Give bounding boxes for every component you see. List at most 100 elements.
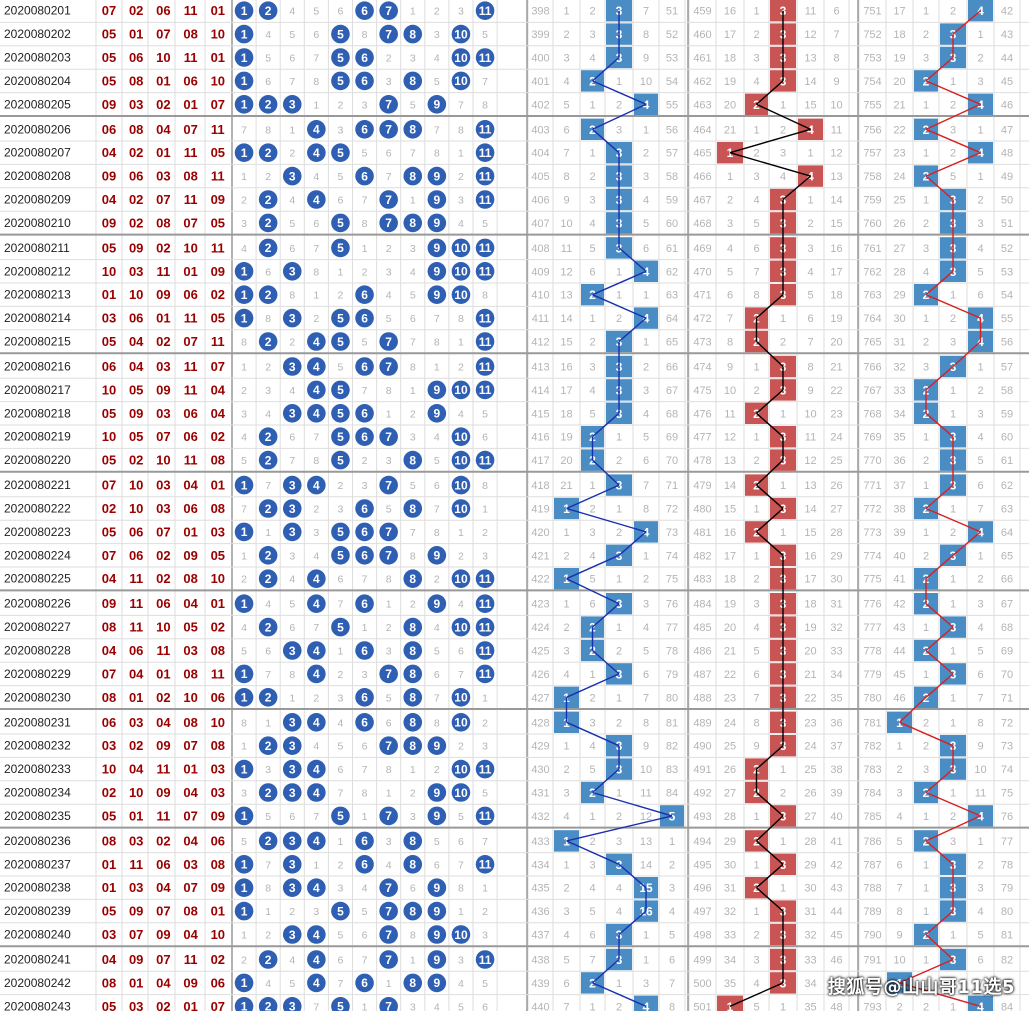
ball-label: 2	[265, 572, 272, 586]
ball-label: 1	[241, 809, 248, 823]
number-ball	[282, 404, 302, 423]
number-ball	[427, 285, 447, 305]
miss-count: 8	[434, 527, 440, 539]
miss-value: 6	[589, 266, 595, 278]
trend-line	[952, 340, 981, 368]
draw-number: 02	[129, 145, 143, 160]
miss-count: 4	[265, 599, 271, 611]
number-ball	[403, 641, 423, 660]
ball-label: 9	[434, 216, 441, 230]
number-ball	[403, 617, 423, 637]
draw-number: 06	[156, 3, 170, 18]
miss-value: 4	[669, 906, 675, 918]
number-ball	[451, 450, 471, 470]
draw-number: 02	[156, 690, 170, 705]
issue-number: 2020080230	[4, 690, 71, 704]
trend-line	[925, 128, 981, 154]
miss-value: 1	[923, 313, 929, 325]
miss-value: 3	[563, 906, 569, 918]
number-ball	[282, 855, 302, 874]
miss-count: 6	[410, 883, 416, 895]
trend-line	[952, 531, 981, 556]
miss-count: 3	[386, 266, 392, 278]
number-ball	[427, 213, 447, 233]
issue-number: 2020080243	[4, 999, 71, 1011]
draw-number: 05	[102, 453, 116, 468]
miss-value: 470	[693, 266, 711, 278]
miss-count: 7	[265, 669, 271, 681]
ball-label: 1	[241, 478, 248, 492]
miss-value: 400	[531, 53, 549, 65]
miss-count: 2	[265, 930, 271, 942]
number-ball	[282, 641, 302, 660]
miss-value: 9	[896, 930, 902, 942]
ball-label: 10	[454, 265, 468, 279]
ball-label: 11	[479, 146, 492, 160]
miss-count: 8	[458, 313, 464, 325]
miss-count: 4	[313, 550, 319, 562]
number-ball	[258, 285, 278, 305]
number-ball	[403, 569, 423, 588]
draw-number: 01	[183, 264, 197, 279]
miss-value: 3	[563, 646, 569, 658]
miss-value: 6	[563, 978, 569, 990]
miss-value: 3	[780, 148, 786, 160]
miss-value: 482	[693, 550, 711, 562]
miss-value: 46	[830, 955, 842, 967]
ball-label: 9	[434, 98, 441, 112]
miss-value: 1	[589, 669, 595, 681]
miss-count: 2	[458, 362, 464, 374]
miss-value: 24	[830, 432, 842, 444]
ball-label: 5	[337, 453, 344, 467]
miss-value: 18	[830, 290, 842, 302]
miss-count: 6	[313, 29, 319, 41]
miss-value: 4	[563, 930, 569, 942]
trend-line	[899, 696, 927, 723]
number-ball	[258, 831, 278, 851]
miss-value: 757	[863, 148, 881, 160]
draw-number: 02	[156, 571, 170, 586]
number-ball	[475, 357, 495, 376]
miss-value: 428	[531, 717, 549, 729]
miss-value: 23	[804, 717, 816, 729]
miss-value: 2	[616, 527, 622, 539]
miss-value: 439	[531, 978, 549, 990]
miss-value: 20	[724, 622, 736, 634]
miss-count: 6	[338, 574, 344, 586]
miss-value: 11	[805, 6, 816, 18]
miss-value: 1	[896, 741, 902, 753]
number-ball	[355, 855, 374, 874]
miss-value: 15	[560, 337, 572, 349]
miss-value: 1	[616, 574, 622, 586]
number-ball	[475, 190, 495, 209]
trend-line	[925, 649, 954, 675]
draw-number: 01	[211, 478, 225, 493]
draw-number: 10	[211, 73, 225, 88]
miss-count: 3	[410, 53, 416, 65]
number-ball	[379, 925, 398, 944]
ball-label: 9	[434, 241, 441, 255]
miss-value: 8	[643, 717, 649, 729]
number-ball	[403, 831, 423, 851]
ball-label: 3	[289, 834, 296, 848]
trend-line	[566, 721, 620, 747]
miss-value: 1	[643, 337, 649, 349]
miss-count: 5	[434, 836, 440, 848]
ball-label: 3	[289, 98, 296, 112]
number-ball	[427, 546, 447, 565]
number-ball	[427, 736, 447, 755]
miss-value: 1	[923, 811, 929, 823]
miss-count: 4	[289, 574, 295, 586]
draw-number: 02	[129, 738, 143, 753]
miss-value: 10	[560, 218, 572, 230]
miss-value: 404	[531, 148, 549, 160]
miss-value: 19	[893, 53, 905, 65]
draw-number: 08	[183, 27, 197, 42]
miss-value: 438	[531, 955, 549, 967]
number-ball	[403, 973, 423, 993]
miss-value: 5	[643, 432, 649, 444]
miss-value: 35	[830, 692, 842, 704]
miss-count: 2	[386, 53, 392, 65]
miss-value: 20	[560, 455, 572, 467]
draw-number: 02	[211, 429, 225, 444]
